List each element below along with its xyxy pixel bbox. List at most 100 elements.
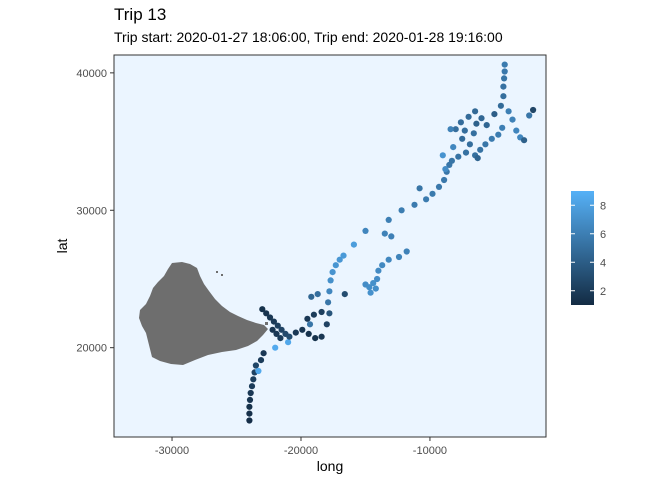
- data-point: [497, 102, 504, 109]
- data-point: [470, 130, 477, 137]
- data-point: [447, 126, 454, 133]
- data-point: [286, 333, 293, 340]
- data-point: [260, 350, 267, 357]
- data-point: [381, 230, 388, 237]
- data-point: [326, 288, 333, 295]
- data-point: [270, 318, 277, 325]
- data-point: [379, 262, 386, 269]
- x-tick-label: -20000: [284, 445, 318, 457]
- data-point: [305, 330, 312, 337]
- data-point: [246, 396, 254, 403]
- data-point: [318, 308, 325, 316]
- data-point: [269, 326, 276, 333]
- data-point: [478, 115, 485, 122]
- data-point: [257, 357, 265, 364]
- chart-title: Trip 13: [114, 5, 167, 24]
- data-point: [278, 326, 285, 333]
- data-point: [299, 326, 306, 333]
- data-point: [246, 403, 253, 410]
- data-point: [395, 253, 403, 261]
- x-axis-label: long: [317, 458, 343, 474]
- data-point: [474, 155, 481, 162]
- data-point: [530, 106, 537, 114]
- data-point: [247, 389, 254, 397]
- data-point: [416, 185, 423, 192]
- data-point: [341, 291, 348, 298]
- data-point: [375, 267, 382, 274]
- data-point: [263, 310, 270, 317]
- data-point: [340, 252, 347, 259]
- data-point: [501, 75, 508, 82]
- data-point: [452, 126, 459, 133]
- data-point: [459, 135, 466, 142]
- colorbar: [571, 191, 594, 305]
- data-point: [370, 280, 377, 287]
- data-point: [306, 321, 314, 328]
- data-point: [385, 216, 392, 223]
- data-point: [450, 144, 457, 151]
- data-point: [477, 146, 484, 153]
- data-point: [248, 383, 256, 390]
- data-point: [326, 310, 333, 317]
- data-point: [499, 124, 506, 131]
- data-point: [367, 289, 374, 296]
- data-point: [411, 201, 418, 208]
- y-tick-label: 30000: [76, 205, 107, 217]
- data-point: [483, 122, 490, 129]
- colorbar-tick-label: 2: [600, 286, 606, 298]
- data-point: [329, 269, 336, 276]
- data-point: [495, 131, 502, 138]
- data-point: [285, 339, 292, 346]
- color-legend: 2 4 6 8: [571, 191, 606, 305]
- plot-panel: [113, 54, 547, 438]
- data-point: [473, 120, 480, 127]
- data-point: [441, 176, 448, 184]
- data-point: [308, 293, 315, 300]
- y-tick-label: 40000: [76, 68, 107, 80]
- data-point: [246, 417, 253, 424]
- data-point: [491, 111, 498, 118]
- data-point: [374, 275, 381, 283]
- data-point: [488, 135, 495, 142]
- data-point: [250, 376, 257, 383]
- data-point: [457, 119, 464, 126]
- y-axis-ticks: 20000 30000 40000: [76, 68, 114, 355]
- data-point: [323, 321, 330, 328]
- data-point: [366, 284, 373, 291]
- data-point: [385, 256, 392, 263]
- islet: [265, 322, 268, 325]
- data-point: [362, 227, 369, 234]
- data-point: [462, 149, 470, 156]
- y-axis-label: lat: [54, 239, 70, 254]
- land-mass-island: [139, 262, 268, 365]
- data-point: [272, 344, 279, 351]
- data-point: [314, 291, 321, 298]
- x-axis-ticks: -30000 -20000 -10000: [155, 437, 447, 457]
- x-tick-label: -30000: [155, 445, 189, 457]
- data-point: [500, 93, 507, 100]
- data-point: [509, 116, 516, 123]
- colorbar-tick-label: 4: [600, 257, 606, 269]
- data-point: [252, 362, 259, 369]
- data-point: [304, 315, 311, 322]
- data-point: [327, 277, 334, 284]
- data-point: [521, 137, 528, 144]
- data-point: [442, 166, 449, 173]
- data-point: [350, 241, 357, 248]
- data-point: [501, 61, 508, 68]
- data-point: [325, 299, 332, 306]
- data-point: [465, 113, 472, 120]
- data-point: [472, 108, 479, 115]
- data-point: [423, 196, 430, 203]
- data-point: [448, 157, 455, 164]
- data-point: [435, 183, 443, 190]
- data-points: [246, 61, 537, 424]
- data-point: [482, 141, 489, 148]
- data-point: [439, 152, 446, 159]
- data-point: [500, 83, 507, 90]
- data-point: [255, 367, 262, 375]
- data-point: [372, 285, 379, 292]
- data-point: [332, 262, 339, 269]
- data-point: [398, 207, 405, 214]
- data-point: [461, 127, 468, 134]
